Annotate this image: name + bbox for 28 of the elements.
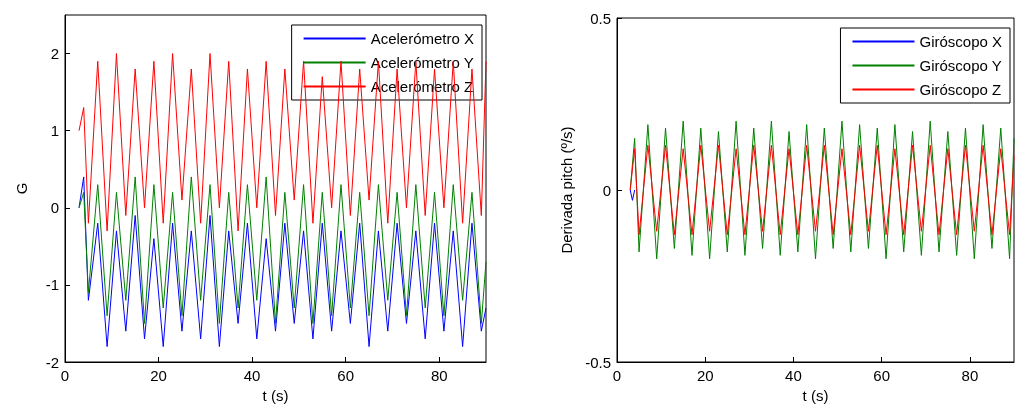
- legend-label: Acelerómetro X: [370, 30, 474, 47]
- y-axis-title: Derivada pitch (º/s): [558, 126, 576, 254]
- y-tick-label: 0: [50, 199, 59, 217]
- line-series: [629, 144, 1015, 236]
- legend-label: Acelerómetro Y: [370, 54, 474, 71]
- y-tick-label: -1: [45, 276, 59, 294]
- x-axis-title: t (s): [262, 387, 289, 404]
- y-tick-label: 0: [602, 181, 611, 199]
- x-tick-label: 80: [430, 367, 448, 384]
- x-tick-label: 40: [243, 367, 261, 384]
- x-tick-label: 80: [961, 367, 979, 384]
- x-tick-label: 20: [150, 367, 167, 384]
- x-axis-title: t (s): [802, 387, 829, 404]
- legend-label: Giróscopo Y: [919, 57, 1002, 74]
- line-series: [78, 53, 487, 232]
- x-tick-label: 60: [873, 367, 891, 384]
- y-tick-label: 0.5: [590, 9, 611, 27]
- x-tick-label: 40: [785, 367, 802, 384]
- x-tick-label: 20: [696, 367, 714, 384]
- y-tick-label: -0.5: [585, 353, 611, 371]
- legend-label: Giróscopo X: [919, 33, 1003, 50]
- legend-label: Giróscopo Z: [919, 81, 1002, 98]
- y-tick-label: 2: [50, 45, 59, 63]
- y-tick-label: -2: [45, 353, 59, 371]
- x-tick-label: 0: [612, 367, 622, 384]
- x-tick-label: 60: [337, 367, 355, 384]
- y-tick-label: 1: [50, 122, 59, 140]
- y-axis-title: G: [13, 182, 30, 195]
